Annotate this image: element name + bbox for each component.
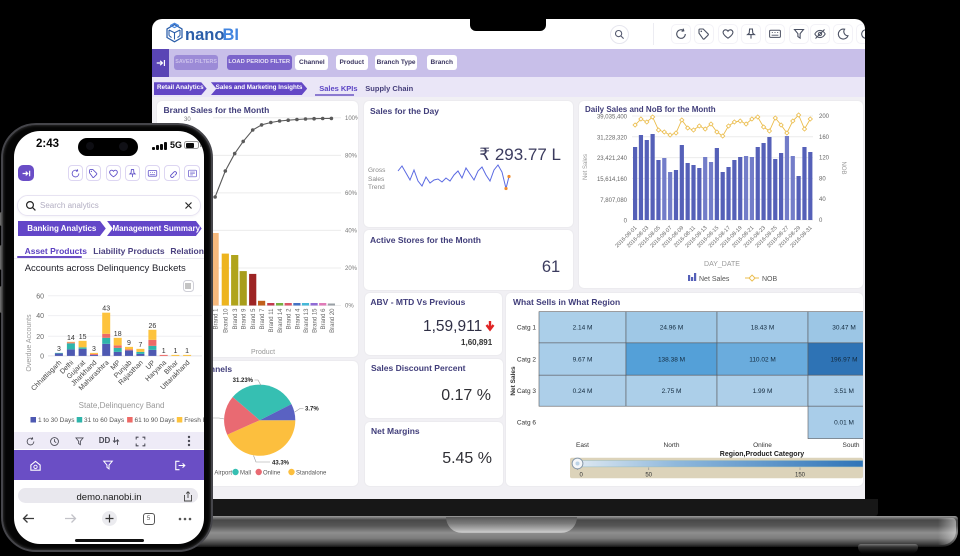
svg-text:120: 120	[819, 156, 830, 162]
svg-text:61 to 90 Days: 61 to 90 Days	[135, 417, 176, 424]
svg-text:9.67 M: 9.67 M	[573, 356, 593, 363]
svg-text:Region,Product Category: Region,Product Category	[720, 451, 805, 458]
svg-text:40: 40	[36, 313, 44, 320]
svg-text:18.43 M: 18.43 M	[751, 324, 775, 331]
svg-text:Online: Online	[753, 442, 772, 449]
svg-text:0%: 0%	[345, 304, 354, 310]
svg-text:7,807,080: 7,807,080	[600, 198, 627, 204]
svg-text:15,614,160: 15,614,160	[597, 177, 628, 183]
svg-text:South: South	[843, 442, 860, 449]
svg-text:0: 0	[819, 218, 823, 224]
svg-text:0: 0	[40, 353, 44, 360]
svg-text:60%: 60%	[345, 191, 358, 197]
svg-text:Catg 1: Catg 1	[517, 324, 537, 331]
svg-text:Brand 7: Brand 7	[260, 308, 266, 330]
svg-text:24.96 M: 24.96 M	[660, 324, 684, 331]
svg-text:Brand 5: Brand 5	[251, 308, 257, 330]
svg-text:18: 18	[114, 331, 122, 338]
svg-text:20: 20	[36, 334, 44, 341]
svg-text:1: 1	[162, 348, 166, 355]
svg-text:Brand 13: Brand 13	[304, 308, 310, 333]
svg-text:Brand 1: Brand 1	[214, 308, 220, 330]
svg-text:100%: 100%	[345, 116, 358, 122]
svg-text:43: 43	[102, 306, 110, 313]
svg-text:31.23%: 31.23%	[233, 378, 254, 384]
svg-text:Net Sales: Net Sales	[699, 276, 730, 283]
svg-text:0: 0	[624, 219, 628, 225]
svg-text:1: 1	[173, 348, 177, 355]
svg-text:Airport: Airport	[214, 471, 232, 477]
svg-text:Brand 4: Brand 4	[295, 308, 301, 330]
svg-text:30.47 M: 30.47 M	[832, 324, 856, 331]
svg-text:Chhattisgarh: Chhattisgarh	[30, 359, 63, 392]
svg-text:North: North	[664, 442, 680, 449]
svg-text:1: 1	[185, 348, 189, 355]
svg-text:Mall: Mall	[240, 471, 251, 477]
svg-text:40: 40	[819, 197, 826, 203]
svg-text:200: 200	[819, 114, 830, 120]
svg-text:80: 80	[819, 176, 826, 182]
svg-text:0.24 M: 0.24 M	[573, 388, 593, 395]
svg-text:20%: 20%	[345, 266, 358, 272]
svg-text:Brand 3: Brand 3	[233, 308, 239, 330]
svg-text:2.14 M: 2.14 M	[573, 324, 593, 331]
svg-text:40%: 40%	[345, 228, 358, 234]
svg-text:Brand 2: Brand 2	[287, 308, 293, 330]
svg-text:State,Delinquency Band: State,Delinquency Band	[79, 401, 165, 410]
svg-text:43.3%: 43.3%	[272, 461, 290, 467]
svg-text:3.51 M: 3.51 M	[834, 388, 854, 395]
svg-text:Catg 6: Catg 6	[517, 419, 537, 426]
svg-text:Brand 6: Brand 6	[321, 308, 327, 330]
svg-text:80%: 80%	[345, 153, 358, 159]
svg-text:NOB: NOB	[762, 276, 778, 283]
svg-text:Brand 20: Brand 20	[330, 308, 336, 333]
svg-text:160: 160	[819, 135, 830, 141]
svg-text:3: 3	[92, 346, 96, 353]
svg-text:Brand 9: Brand 9	[242, 308, 248, 330]
svg-text:Fresh Fl: Fresh Fl	[184, 417, 204, 424]
svg-text:1.99 M: 1.99 M	[753, 388, 773, 395]
svg-text:30: 30	[184, 117, 191, 123]
svg-text:Catg 3: Catg 3	[517, 388, 537, 395]
svg-text:31 to 60 Days: 31 to 60 Days	[84, 417, 125, 424]
svg-text:23,421,240: 23,421,240	[597, 156, 628, 162]
svg-text:Brand 14: Brand 14	[278, 308, 284, 333]
svg-text:3: 3	[57, 346, 61, 353]
svg-text:60: 60	[36, 293, 44, 300]
svg-text:2.75 M: 2.75 M	[662, 388, 682, 395]
svg-text:0.01 M: 0.01 M	[834, 419, 854, 426]
svg-text:Catg 2: Catg 2	[517, 356, 537, 363]
svg-text:DAY_DATE: DAY_DATE	[704, 261, 740, 268]
svg-text:26: 26	[149, 323, 157, 330]
svg-text:9: 9	[127, 340, 131, 347]
svg-text:Net Sales: Net Sales	[510, 366, 517, 396]
svg-text:39,035,400: 39,035,400	[597, 115, 628, 121]
svg-text:Standalone: Standalone	[296, 471, 327, 477]
svg-text:1 to 30 Days: 1 to 30 Days	[38, 417, 75, 424]
svg-text:50: 50	[645, 472, 652, 478]
svg-text:East: East	[576, 442, 589, 449]
svg-text:110.02 M: 110.02 M	[749, 356, 776, 363]
svg-text:31,228,320: 31,228,320	[597, 135, 628, 141]
svg-text:3.7%: 3.7%	[305, 407, 319, 413]
svg-text:150: 150	[795, 472, 806, 478]
svg-text:196.97 M: 196.97 M	[830, 356, 857, 363]
svg-text:15: 15	[79, 334, 87, 341]
svg-text:14: 14	[67, 335, 75, 342]
svg-text:Online: Online	[263, 471, 281, 477]
svg-text:Overdue Accounts: Overdue Accounts	[26, 314, 33, 372]
svg-text:Product: Product	[251, 349, 275, 356]
svg-text:138.38 M: 138.38 M	[658, 356, 685, 363]
svg-text:0: 0	[580, 472, 584, 478]
svg-text:nano: nano	[185, 26, 224, 44]
svg-text:Brand 11: Brand 11	[269, 308, 275, 333]
svg-text:NOB: NOB	[840, 161, 846, 174]
svg-text:Brand 15: Brand 15	[313, 308, 319, 333]
svg-text:BI: BI	[222, 26, 239, 44]
svg-text:Brand 10: Brand 10	[224, 308, 230, 333]
svg-text:7: 7	[138, 342, 142, 349]
